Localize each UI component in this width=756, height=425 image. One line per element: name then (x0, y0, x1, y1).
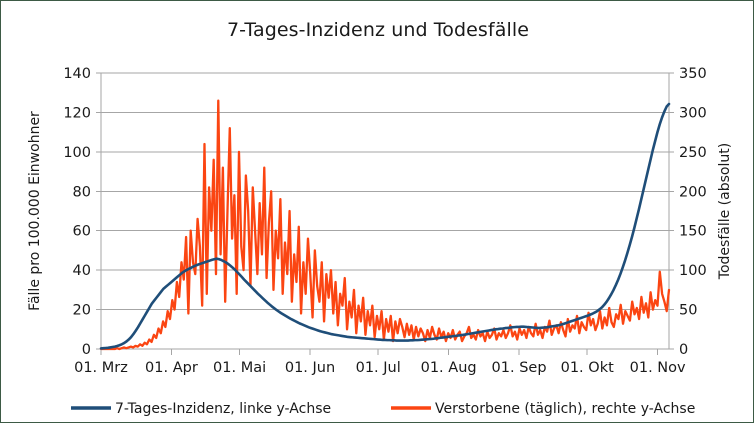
y-axis-title: Fälle pro 100.000 Einwohner (27, 111, 43, 311)
y2-axis-title: Todesfälle (absolut) (717, 143, 733, 280)
x-axis-tick-label: 01. Nov (630, 360, 686, 376)
y2-axis-tick-label: 50 (679, 303, 697, 319)
x-axis-tick-label: 01. Mrz (74, 360, 128, 376)
y2-axis-tick-label: 150 (679, 224, 707, 240)
y2-axis-tick-label: 200 (679, 184, 707, 200)
x-axis-tick-label: 01. Mai (213, 360, 266, 376)
series-line-deaths (99, 99, 671, 351)
x-axis-tick-label: 01. Aug (421, 360, 477, 376)
legend-label-incidence: 7-Tages-Inzidenz, linke y-Achse (115, 401, 331, 417)
y2-axis-tick-label: 350 (679, 66, 707, 82)
x-axis-tick-label: 01. Okt (561, 360, 614, 376)
y2-axis-tick-label: 300 (679, 105, 707, 121)
y-axis-tick-label: 20 (73, 303, 91, 319)
x-axis-tick-label: 01. Jun (285, 360, 335, 376)
y-axis-tick-label: 120 (63, 105, 91, 121)
y-axis-tick-label: 40 (73, 263, 91, 279)
x-axis-tick-label: 01. Apr (145, 360, 198, 376)
y2-axis-tick-label: 0 (679, 342, 688, 358)
y-axis-tick-label: 60 (73, 224, 91, 240)
y-axis-tick-label: 100 (63, 145, 91, 161)
legend-label-deaths: Verstorbene (täglich), rechte y-Achse (435, 401, 695, 417)
y-axis-tick-label: 0 (82, 342, 91, 358)
series-line-incidence (99, 102, 671, 350)
y2-axis-tick-label: 250 (679, 145, 707, 161)
chart-title: 7-Tages-Inzidenz und Todesfälle (226, 19, 530, 41)
y-axis-tick-label: 140 (63, 66, 91, 82)
x-axis-tick-label: 01. Sep (492, 360, 547, 376)
x-axis-tick-label: 01. Jul (356, 360, 401, 376)
y-axis-tick-label: 80 (73, 184, 91, 200)
y2-axis-tick-label: 100 (679, 263, 707, 279)
